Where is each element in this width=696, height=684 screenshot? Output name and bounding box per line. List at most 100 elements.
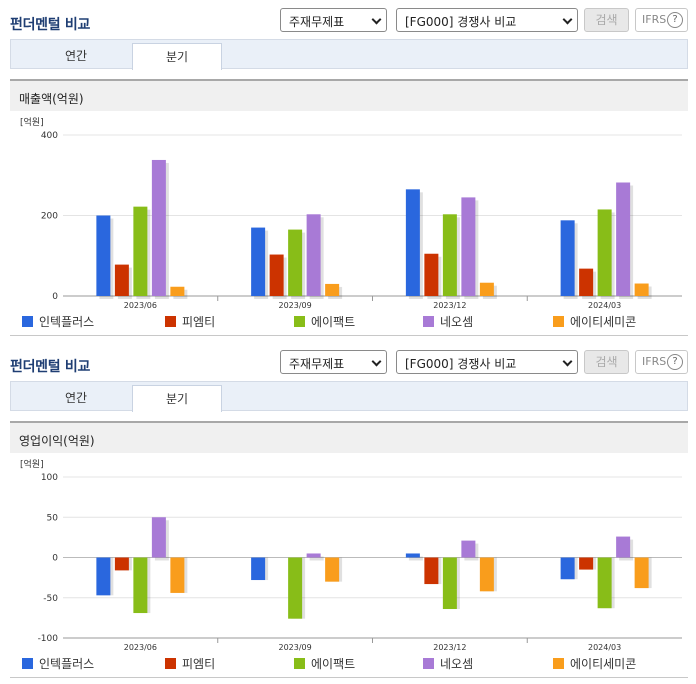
legend-item[interactable]: 네오셈 [423,655,473,672]
statement-type-select[interactable]: 주재무제표 [280,8,387,32]
y-tick-label: 0 [52,292,58,302]
tab-annual[interactable]: 연간 [64,49,88,63]
y-tick-label: 100 [41,473,58,483]
peer-group-value: [FG000] 경쟁사 비교 [405,15,517,29]
divider [10,335,688,336]
legend-item[interactable]: 에이티세미콘 [553,655,636,672]
bar [442,557,457,610]
bar [579,268,594,296]
bar [96,215,111,296]
legend-label: 에이티세미콘 [570,315,637,329]
x-tick-label: 2023/12 [433,643,466,652]
bar [597,557,612,609]
legend-item[interactable]: 네오셈 [423,313,473,330]
legend-swatch-icon [294,658,305,669]
legend-item[interactable]: 에이티세미콘 [553,313,636,330]
unit-label: [억원] [20,116,44,128]
help-icon[interactable]: ? [667,354,683,370]
revenue-bar-chart: [억원] 0 200 400 2023/06 2023/09 2023/12 2024/03 [20,116,682,310]
x-tick-label: 2024/03 [588,301,621,310]
y-tick-label: 0 [52,554,58,564]
bar [288,229,303,296]
bar [479,282,494,296]
legend-item[interactable]: 에이팩트 [294,313,355,330]
legend-item[interactable]: 피엠티 [165,313,215,330]
ifrs-button[interactable]: IFRS ? [635,8,688,32]
bar [170,286,185,296]
y-tick-label: -50 [43,594,58,604]
legend-swatch-icon [423,658,434,669]
bar [560,220,575,296]
peer-group-select[interactable]: [FG000] 경쟁사 비교 [396,8,578,32]
tab-quarterly[interactable]: 분기 [132,43,222,70]
statement-type-value: 주재무제표 [289,15,345,29]
x-tick-label: 2023/12 [433,301,466,310]
statement-type-value: 주재무제표 [289,357,345,371]
bar [560,557,575,580]
tab-quarterly[interactable]: 분기 [132,385,222,412]
legend-item[interactable]: 피엠티 [165,655,215,672]
bar [597,209,612,296]
section-header: 영업이익(억원) [10,421,688,453]
bar [442,214,457,296]
ifrs-label: IFRS [642,355,667,368]
bar [151,159,166,296]
legend-label: 피엠티 [182,657,216,671]
tab-annual[interactable]: 연간 [64,391,88,405]
unit-label: [억원] [20,458,44,470]
search-button[interactable]: 검색 [584,8,629,32]
y-tick-label: -100 [38,634,59,644]
legend-label: 네오셈 [440,657,474,671]
legend-label: 네오셈 [440,315,474,329]
bar [616,182,631,296]
bar [634,283,649,296]
legend-item[interactable]: 에이팩트 [294,655,355,672]
legend-swatch-icon [165,658,176,669]
y-tick-label: 200 [41,212,58,222]
chart-legend: 인텍플러스 피엠티 에이팩트 네오셈 에이티세미콘 [22,655,682,671]
bar [479,557,494,592]
fundamental-panel-operating-profit: 펀더멘털 비교 주재무제표 [FG000] 경쟁사 비교 검색 IFRS ? 연… [0,342,696,684]
legend-label: 피엠티 [182,315,216,329]
bar [424,557,439,585]
bar [133,206,148,296]
section-header: 매출액(억원) [10,79,688,111]
peer-group-select[interactable]: [FG000] 경쟁사 비교 [396,350,578,374]
legend-swatch-icon [22,316,33,327]
bar [306,553,321,558]
help-icon[interactable]: ? [667,12,683,28]
legend-item[interactable]: 인텍플러스 [22,313,94,330]
legend-label: 에이팩트 [311,657,356,671]
divider [10,677,688,678]
period-tabs: 연간 분기 [10,39,688,70]
chevron-down-icon [562,14,573,25]
bar [461,540,476,558]
x-tick-label: 2023/09 [279,301,312,310]
statement-type-select[interactable]: 주재무제표 [280,350,387,374]
bar [579,557,594,570]
ifrs-button[interactable]: IFRS ? [635,350,688,374]
x-tick-label: 2023/06 [124,301,157,310]
legend-item[interactable]: 인텍플러스 [22,655,94,672]
bar [114,557,129,571]
x-tick-label: 2024/03 [588,643,621,652]
y-tick-label: 50 [47,513,59,523]
legend-label: 인텍플러스 [39,315,95,329]
bar [405,553,420,558]
legend-swatch-icon [165,316,176,327]
search-button[interactable]: 검색 [584,350,629,374]
legend-label: 에이티세미콘 [570,657,637,671]
bar-shadow [309,556,324,561]
x-tick-label: 2023/06 [124,643,157,652]
bar [306,214,321,296]
bar-shadow [408,556,423,561]
bar [325,283,340,296]
fundamental-panel-revenue: 펀더멘털 비교 주재무제표 [FG000] 경쟁사 비교 검색 IFRS ? 연… [10,8,688,336]
bar [96,557,111,596]
legend-label: 에이팩트 [311,315,356,329]
legend-swatch-icon [22,658,33,669]
panel-title: 펀더멘털 비교 [10,359,91,375]
legend-swatch-icon [553,658,564,669]
panel-title: 펀더멘털 비교 [10,17,91,33]
legend-swatch-icon [553,316,564,327]
